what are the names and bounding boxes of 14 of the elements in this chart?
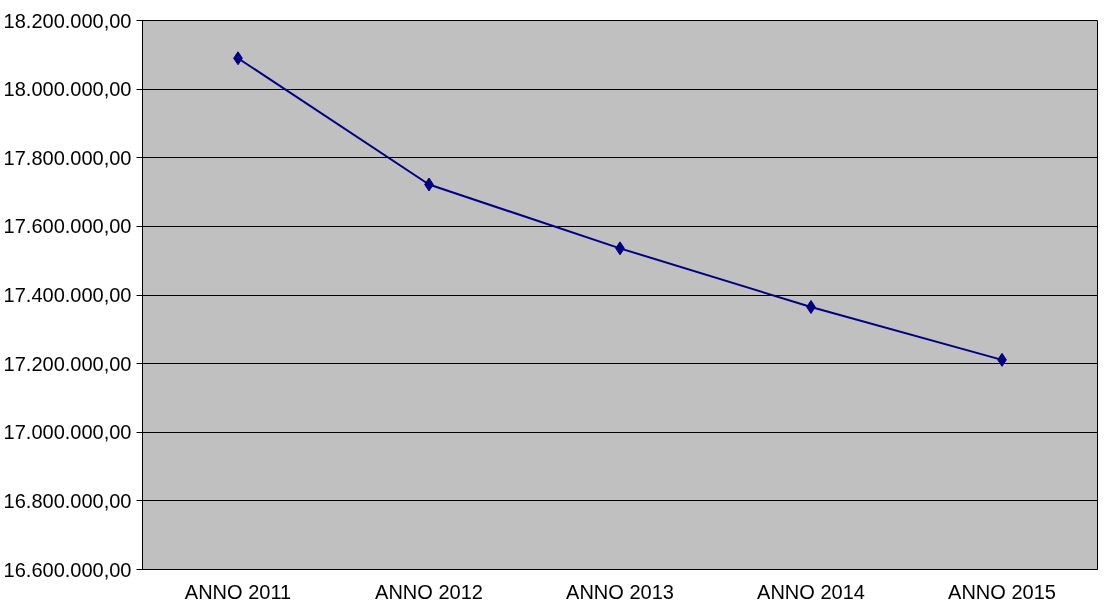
y-tick-label: 17.200.000,00	[3, 352, 132, 375]
y-tick-label: 17.000.000,00	[3, 421, 132, 444]
x-tick-label: ANNO 2012	[375, 580, 483, 603]
y-tick-label: 16.800.000,00	[3, 489, 132, 512]
x-tick-label: ANNO 2014	[757, 580, 865, 603]
y-tick-label: 17.800.000,00	[3, 146, 132, 169]
x-tick-label: ANNO 2015	[948, 580, 1056, 603]
y-tick-label: 18.200.000,00	[3, 9, 132, 32]
y-tick-label: 17.600.000,00	[3, 215, 132, 238]
y-tick-label: 16.600.000,00	[3, 558, 132, 581]
x-tick-label: ANNO 2013	[566, 580, 674, 603]
y-tick-label: 17.400.000,00	[3, 284, 132, 306]
x-tick-label: ANNO 2011	[184, 580, 292, 603]
y-tick-label: 18.000.000,00	[3, 78, 132, 101]
